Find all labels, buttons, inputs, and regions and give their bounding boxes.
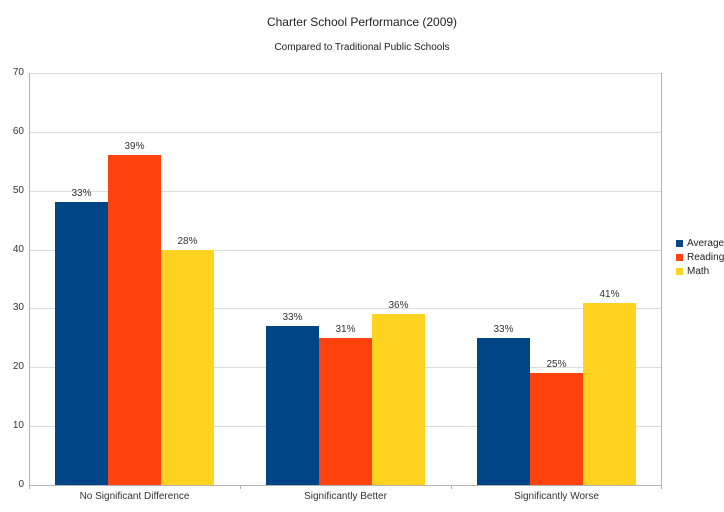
data-label: 28% — [177, 236, 198, 247]
x-axis-tick — [240, 485, 241, 489]
data-label: 36% — [388, 300, 409, 311]
legend-label: Reading — [687, 251, 724, 263]
gridline — [29, 191, 662, 192]
bar-math — [161, 250, 214, 485]
legend-label: Average — [687, 237, 724, 249]
legend-item-average: Average — [676, 236, 724, 250]
legend-item-reading: Reading — [676, 250, 724, 264]
gridline — [29, 308, 662, 309]
x-axis-category-label: No Significant Difference — [79, 491, 190, 502]
bar-math — [372, 314, 425, 485]
y-axis-tick-label: 70 — [12, 67, 24, 78]
gridline — [29, 73, 662, 74]
bar-math — [583, 303, 636, 485]
gridline — [29, 250, 662, 251]
y-axis-line — [661, 73, 662, 489]
y-axis-tick-label: 40 — [12, 244, 24, 255]
plot-area: 33% 39% 28% 33% 31% 36% 33% 25% 41% — [29, 73, 662, 489]
y-axis-tick-label: 0 — [18, 479, 24, 490]
y-axis-tick-label: 60 — [12, 126, 24, 137]
bar-average — [55, 202, 108, 485]
y-axis-line — [29, 73, 30, 489]
legend: Average Reading Math — [676, 236, 724, 278]
gridline — [29, 132, 662, 133]
y-axis-tick-label: 20 — [12, 361, 24, 372]
legend-swatch — [676, 253, 683, 261]
bar-average — [477, 338, 530, 485]
legend-swatch — [676, 267, 683, 275]
data-label: 31% — [335, 324, 356, 335]
data-label: 39% — [124, 141, 145, 152]
y-axis-tick-label: 30 — [12, 302, 24, 313]
chart-title: Charter School Performance (2009) — [266, 15, 458, 29]
bar-reading — [319, 338, 372, 485]
legend-label: Math — [687, 265, 710, 277]
data-label: 33% — [493, 324, 514, 335]
y-axis-tick-label: 50 — [12, 185, 24, 196]
x-axis-category-label: Significantly Better — [304, 491, 387, 502]
bar-reading — [108, 155, 161, 485]
x-axis-category-label: Significantly Worse — [514, 491, 599, 502]
data-label: 25% — [546, 359, 567, 370]
y-axis-tick-label: 10 — [12, 420, 24, 431]
legend-item-math: Math — [676, 264, 724, 278]
x-axis-tick — [451, 485, 452, 489]
chart-subtitle: Compared to Traditional Public Schools — [274, 42, 450, 53]
bar-reading — [530, 373, 583, 485]
data-label: 33% — [71, 188, 92, 199]
legend-swatch — [676, 239, 683, 247]
x-axis-line — [29, 485, 662, 486]
data-label: 33% — [282, 312, 303, 323]
data-label: 41% — [599, 289, 620, 300]
bar-average — [266, 326, 319, 485]
